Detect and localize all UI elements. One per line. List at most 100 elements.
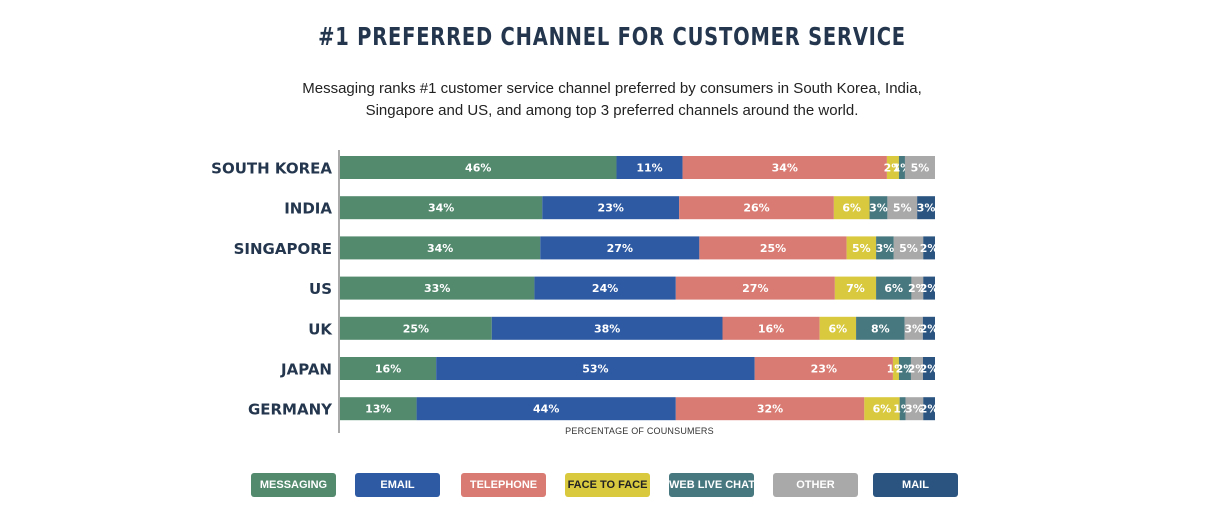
bar-germany-messaging [340,397,417,421]
bar-value-india-face-to-face: 6% [842,202,861,215]
bar-japan-other [910,357,923,380]
bar-germany-telephone [675,397,865,421]
bar-value-india-mail: 3% [917,202,936,215]
bar-value-germany-telephone: 32% [757,403,783,416]
bar-us-face-to-face [834,276,877,300]
bar-value-germany-email: 44% [533,403,559,416]
bar-value-uk-messaging: 25% [403,322,429,335]
bar-uk-other [904,316,923,340]
chart-title: #1 PREFERRED CHANNEL FOR CUSTOMER SERVIC… [318,22,906,51]
category-label-us: US [309,280,332,298]
category-label-japan: JAPAN [280,361,332,379]
bar-value-india-telephone: 26% [743,202,769,215]
bar-uk-web-live-chat [856,316,905,340]
bar-uk-mail [922,316,935,340]
bar-value-uk-face-to-face: 6% [829,322,848,335]
bar-us-mail [923,276,935,300]
legend-item-other: OTHER [773,473,858,497]
bar-japan-web-live-chat [898,357,911,380]
bar-value-india-other: 5% [893,202,912,215]
bar-singapore-web-live-chat [876,236,894,260]
bar-india-telephone [679,196,834,220]
subtitle-line-2: Singapore and US, and among top 3 prefer… [365,102,859,119]
bar-japan-telephone [754,357,893,380]
chart-subtitle: Messaging ranks #1 customer service chan… [0,78,1224,122]
bar-germany-mail [923,397,935,421]
bar-uk-face-to-face [819,316,857,340]
bar-value-south-korea-email: 11% [636,162,662,175]
bar-value-japan-other: 2% [908,363,927,376]
bar-value-japan-messaging: 16% [375,363,401,376]
bar-south-korea-web-live-chat [898,156,905,179]
bar-value-us-email: 24% [592,282,618,295]
bar-value-japan-email: 53% [582,363,608,376]
bar-india-face-to-face [833,196,870,220]
legend-item-telephone: TELEPHONE [461,473,546,497]
bar-value-india-email: 23% [598,202,624,215]
bar-value-us-telephone: 27% [742,282,768,295]
bar-value-uk-email: 38% [594,322,620,335]
bar-value-germany-other: 3% [905,403,924,416]
bar-india-mail [917,196,935,220]
bar-value-singapore-web-live-chat: 3% [876,242,895,255]
bar-us-telephone [675,276,835,300]
bar-value-uk-telephone: 16% [758,322,784,335]
bar-uk-email [491,316,723,340]
bar-south-korea-face-to-face [886,156,899,179]
category-label-uk: UK [308,320,333,338]
category-label-india: INDIA [284,200,332,218]
bar-value-uk-other: 3% [904,322,923,335]
x-axis-label: PERCENTAGE OF COUNSUMERS [565,426,714,436]
bar-us-email [534,276,676,300]
bar-south-korea-messaging [340,156,617,179]
bar-value-singapore-other: 5% [899,242,918,255]
bar-japan-messaging [340,357,437,380]
bar-us-messaging [340,276,535,300]
bar-value-singapore-mail: 2% [920,242,939,255]
legend-item-mail: MAIL [873,473,958,497]
legend-item-messaging: MESSAGING [251,473,336,497]
chart-legend: MESSAGING EMAIL TELEPHONE FACE TO FACE WEB L… [251,473,961,497]
bar-germany-web-live-chat [899,397,906,421]
category-label-germany: GERMANY [248,401,333,419]
bar-value-germany-mail: 2% [920,403,939,416]
bar-value-singapore-telephone: 25% [760,242,786,255]
bar-south-korea-other [904,156,935,179]
bar-india-messaging [340,196,543,220]
bar-value-us-messaging: 33% [424,282,450,295]
bar-value-uk-web-live-chat: 8% [871,322,890,335]
category-label-south-korea: SOUTH KOREA [211,160,332,178]
subtitle-line-1: Messaging ranks #1 customer service chan… [302,80,922,97]
bar-germany-email [416,397,676,421]
bar-value-uk-mail: 2% [920,322,939,335]
bar-value-us-other: 2% [908,282,927,295]
legend-item-face-to-face: FACE TO FACE [565,473,650,497]
bar-uk-messaging [340,316,492,340]
bar-value-japan-web-live-chat: 2% [896,363,915,376]
bar-germany-face-to-face [864,397,900,421]
bar-india-email [542,196,680,220]
bar-south-korea-telephone [682,156,887,179]
bar-india-other [887,196,918,220]
bar-value-singapore-face-to-face: 5% [852,242,871,255]
legend-item-web-live-chat: WEB LIVE CHAT [669,473,755,497]
bar-germany-other [905,397,924,421]
bar-singapore-mail [923,236,935,260]
bar-value-japan-telephone: 23% [811,363,837,376]
bar-value-germany-face-to-face: 6% [873,403,892,416]
bar-value-germany-messaging: 13% [365,403,391,416]
bar-value-india-web-live-chat: 3% [869,202,888,215]
bar-value-india-messaging: 34% [428,202,454,215]
legend-item-email: EMAIL [355,473,440,497]
bar-japan-mail [922,357,935,380]
bar-singapore-other [893,236,924,260]
bar-value-singapore-email: 27% [607,242,633,255]
bar-value-south-korea-telephone: 34% [772,162,798,175]
bar-india-web-live-chat [869,196,888,220]
bar-value-us-mail: 2% [920,282,939,295]
bar-value-japan-mail: 2% [920,363,939,376]
bar-japan-email [436,357,755,380]
bar-south-korea-email [616,156,683,179]
category-label-singapore: SINGAPORE [234,240,332,258]
